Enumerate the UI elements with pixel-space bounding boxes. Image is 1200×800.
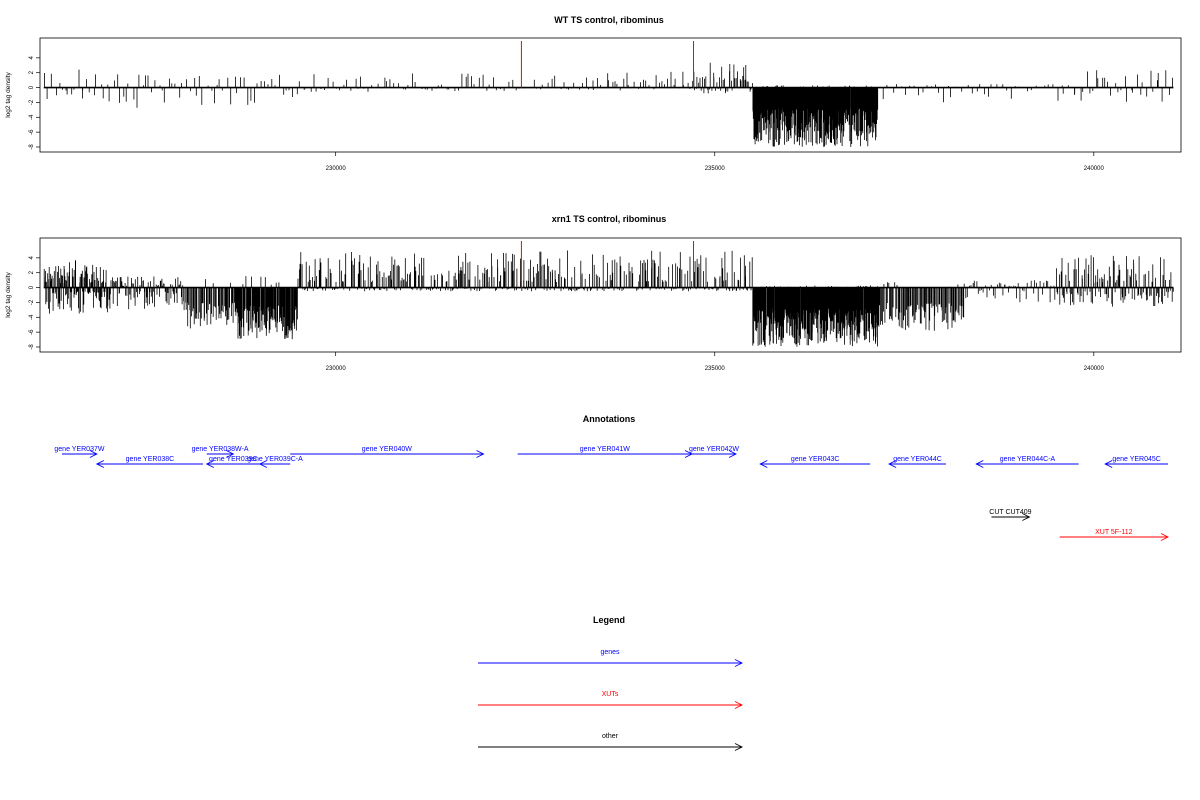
feature-label: gene YER037W [54,446,104,453]
wt-plot-frame [39,37,1182,153]
arrow-head [258,460,268,468]
arrow-head [759,460,768,468]
feature: gene YER044C-A [975,456,1079,468]
y-tick-label: 2 [29,270,35,274]
wt-y-axis-label: log2 tag density [5,71,12,117]
legend-item: genes [478,649,744,667]
y-tick-label: -6 [29,129,35,135]
arrow-head [205,460,214,468]
annotation-features: gene YER037W gene YER038C gene YER038W-A ge… [54,446,1170,541]
tag-density-bars [43,250,1174,347]
y-tick-label: -2 [29,99,35,105]
feature-label: gene YER041W [580,446,630,453]
y-tick-label: 4 [29,256,35,260]
legend: genes XUTs other [478,649,744,751]
arrow-head [89,450,98,458]
legend-title: Legend [593,615,625,625]
x-tick-label: 230000 [326,366,347,372]
xrn1-axes: 4 2 0 -2 -4 -6 -8 230000 235000 240000 [29,256,1104,372]
y-tick-label: -4 [29,314,35,320]
xrn1-bars [43,241,1174,347]
annotations-title: Annotations [583,414,636,424]
feature: XUT 5F-112 [1059,529,1170,541]
y-tick-label: 2 [29,70,35,74]
feature: gene YER042W [689,446,739,458]
xrn1-track-title: xrn1 TS control, ribominus [552,214,667,224]
feature-label: gene YER039C-A [247,456,303,463]
feature-label: gene YER038C [126,456,175,463]
xrn1-y-axis-label: log2 tag density [5,271,12,317]
feature: gene YER039C-A [247,456,303,468]
feature: gene YER040W [290,446,485,458]
feature: gene YER039C [205,456,260,468]
arrow-head [95,460,105,468]
feature: gene YER043C [759,456,871,468]
feature-label: gene YER039C [209,456,258,463]
xrn1-plot-frame [39,237,1182,353]
arrow-head [1104,460,1113,468]
legend-label: genes [600,649,620,656]
x-tick-label: 240000 [1084,166,1105,172]
x-tick-label: 240000 [1084,366,1105,372]
feature-label: gene YER038W-A [192,446,249,453]
feature: gene YER041W [517,446,694,458]
x-tick-label: 230000 [326,166,347,172]
legend-label: other [602,733,619,740]
arrow-head [226,450,235,458]
x-tick-label: 235000 [705,366,726,372]
y-tick-label: -2 [29,299,35,305]
arrow-head [734,659,744,667]
arrow-head [728,450,737,458]
feature-label: CUT CUT409 [989,509,1031,516]
y-tick-label: -8 [29,344,35,350]
x-tick-label: 235000 [705,166,726,172]
arrow-head [476,450,485,458]
y-tick-label: 0 [29,85,35,89]
feature-label: gene YER043C [791,456,840,463]
feature: gene YER044C [888,456,946,468]
feature-label: gene YER040W [362,446,412,453]
arrow-head [975,460,984,468]
arrow-head [1160,533,1170,541]
wt-track-title: WT TS control, ribominus [554,15,664,25]
wt-track-panel: WT TS control, ribominus log2 tag densit… [5,15,1182,172]
xrn1-track-panel: xrn1 TS control, ribominus log2 tag dens… [5,214,1182,372]
arrow-head [1022,513,1031,521]
feature: gene YER038W-A [192,446,249,458]
feature-label: XUT 5F-112 [1095,529,1133,536]
wt-bars [43,41,1174,147]
feature: gene YER045C [1104,456,1168,468]
legend-label: XUTs [602,691,619,698]
y-tick-label: 4 [29,56,35,60]
legend-item: other [478,733,744,751]
feature-label: gene YER045C [1112,456,1161,463]
tag-density-bars [44,62,1173,147]
feature-label: gene YER044C [893,456,942,463]
y-tick-label: -6 [29,329,35,335]
legend-item: XUTs [478,691,744,709]
arrow-head [734,743,744,751]
feature: gene YER037W [54,446,105,458]
feature-label: gene YER044C-A [1000,456,1056,463]
arrow-head [888,460,897,468]
y-tick-label: -8 [29,144,35,150]
y-tick-label: 0 [29,285,35,289]
wt-axes: 4 2 0 -2 -4 -6 -8 230000 235000 240000 [29,56,1104,172]
feature-label: gene YER042W [689,446,739,453]
feature: CUT CUT409 [989,509,1032,521]
y-tick-label: -4 [29,114,35,120]
feature: gene YER038C [95,456,203,468]
arrow-head [734,701,744,709]
